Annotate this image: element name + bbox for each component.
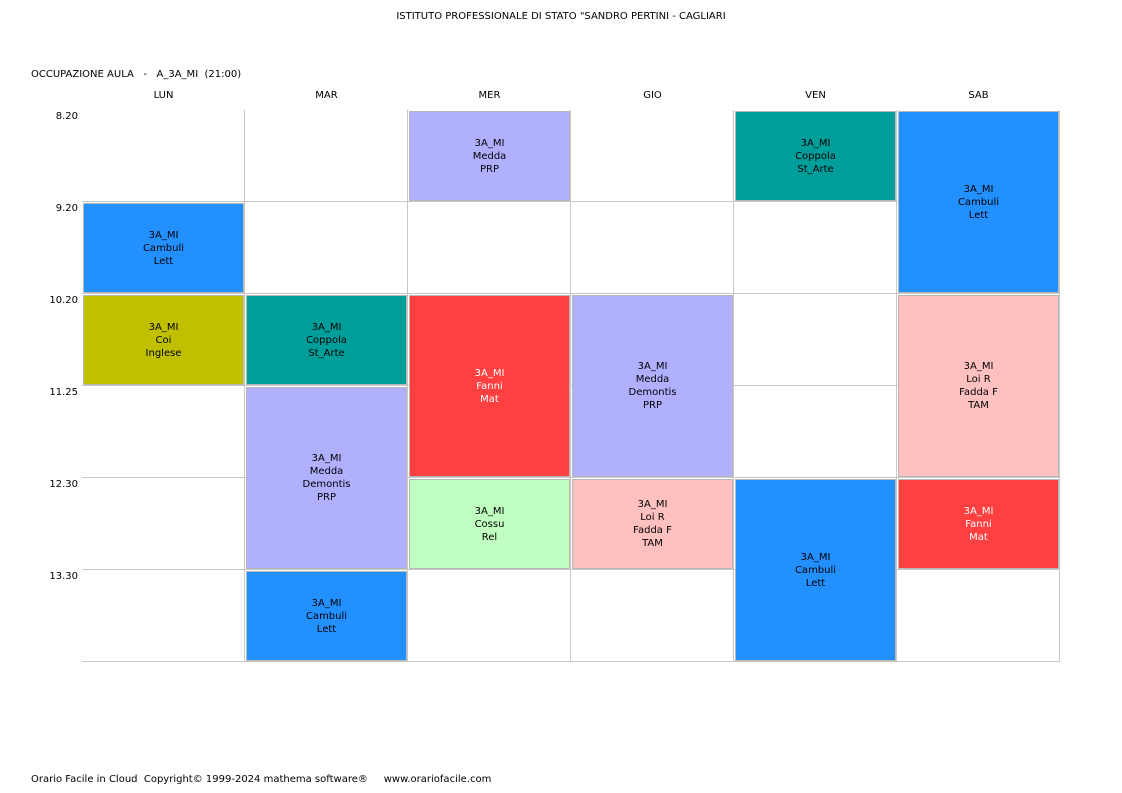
lesson-line: PRP (479, 163, 499, 175)
timetable-cell (734, 386, 897, 478)
lesson-line: PRP (316, 492, 336, 503)
time-label: 10.20 (49, 295, 78, 306)
lesson-line: Medda (472, 150, 507, 162)
day-header-sab: SAB (968, 90, 989, 101)
lesson-line: Coppola (306, 334, 347, 346)
lesson-block[interactable]: 3A_MI Coi Inglese (83, 295, 244, 385)
lesson-line: Medda (635, 374, 670, 385)
day-header-lun: LUN (153, 90, 174, 101)
lesson-line: Demontis (302, 479, 351, 490)
day-header-mar: MAR (315, 90, 338, 101)
page-title: ISTITUTO PROFESSIONALE DI STATO "SANDRO … (396, 11, 726, 22)
lesson-line: Lett (316, 623, 337, 635)
lesson-line: 3A_MI (474, 137, 505, 149)
lesson-line: TAM (642, 538, 663, 549)
timetable-cell (571, 570, 734, 662)
lesson-line: 3A_MI (311, 597, 342, 609)
lesson-line: 3A_MI (637, 499, 668, 510)
lesson-block[interactable]: 3A_MI Loi R Fadda F TAM (572, 479, 733, 569)
lesson-line: 3A_MI (311, 453, 342, 464)
timetable-cell (245, 110, 408, 202)
lesson-line: Cambuli (957, 196, 1000, 208)
lesson-line: Cambuli (305, 610, 348, 622)
timetable-cell (82, 386, 245, 478)
lesson-block[interactable]: 3A_MI Fanni Mat (409, 295, 570, 477)
time-label: 13.30 (49, 571, 78, 582)
day-header-ven: VEN (805, 90, 826, 101)
lesson-line: Coi (155, 334, 172, 346)
lesson-line: 3A_MI (474, 505, 505, 517)
lesson-line: 3A_MI (963, 183, 994, 195)
day-header-mer: MER (478, 90, 501, 101)
lesson-line: Lett (805, 577, 826, 589)
lesson-line: 3A_MI (800, 137, 831, 149)
lesson-block[interactable]: 3A_MI Medda Demontis PRP (246, 387, 407, 569)
timetable-cell (571, 110, 734, 202)
lesson-block[interactable]: 3A_MI Coppola St_Arte (735, 111, 896, 201)
lesson-line: St_Arte (797, 163, 834, 175)
lesson-line: PRP (642, 400, 662, 411)
lesson-line: 3A_MI (637, 361, 668, 372)
lesson-block[interactable]: 3A_MI Loi R Fadda F TAM (898, 295, 1059, 477)
lesson-block[interactable]: 3A_MI Cossu Rel (409, 479, 570, 569)
lesson-line: St_Arte (308, 347, 345, 359)
lesson-line: Mat (480, 393, 499, 405)
lesson-line: Demontis (628, 387, 677, 398)
lesson-line: Lett (968, 209, 989, 221)
lesson-line: Fadda F (633, 525, 672, 536)
lesson-block[interactable]: 3A_MI Medda PRP (409, 111, 570, 201)
day-header-gio: GIO (643, 90, 662, 101)
lesson-block[interactable]: 3A_MI Coppola St_Arte (246, 295, 407, 385)
lesson-line: Loi R (966, 374, 991, 385)
timetable-cell (82, 110, 245, 202)
time-label: 12.30 (49, 479, 78, 490)
lesson-line: Rel (481, 531, 498, 543)
lesson-block[interactable]: 3A_MI Cambuli Lett (246, 571, 407, 661)
lesson-line: Fanni (965, 518, 992, 530)
timetable-cell (408, 570, 571, 662)
timetable-cell (734, 294, 897, 386)
time-label: 8.20 (55, 111, 78, 122)
timetable-cell (245, 202, 408, 294)
lesson-line: TAM (968, 400, 989, 411)
lesson-line: Mat (969, 531, 988, 543)
lesson-line: Cossu (474, 518, 505, 530)
timetable-cell (897, 570, 1060, 662)
time-label: 11.25 (49, 387, 78, 398)
lesson-line: 3A_MI (963, 361, 994, 372)
timetable-cell (571, 202, 734, 294)
lesson-block[interactable]: 3A_MI Cambuli Lett (83, 203, 244, 293)
room-occupancy-subtitle: OCCUPAZIONE AULA - A_3A_MI (21:00) (31, 69, 242, 80)
time-label: 9.20 (55, 203, 78, 214)
lesson-line: 3A_MI (311, 321, 342, 333)
lesson-block[interactable]: 3A_MI Fanni Mat (898, 479, 1059, 569)
lesson-block[interactable]: 3A_MI Cambuli Lett (898, 111, 1059, 293)
lesson-line: Cambuli (794, 564, 837, 576)
lesson-line: Coppola (795, 150, 836, 162)
lesson-line: Lett (153, 255, 174, 267)
lesson-line: Inglese (145, 347, 182, 359)
lesson-line: Fanni (476, 380, 503, 392)
lesson-line: 3A_MI (148, 321, 179, 333)
lesson-line: Cambuli (142, 242, 185, 254)
timetable-cell (408, 202, 571, 294)
footer-copyright: Orario Facile in Cloud Copyright© 1999-2… (31, 774, 492, 785)
timetable-cell (734, 202, 897, 294)
timetable-cell (82, 478, 245, 570)
lesson-line: Fadda F (959, 387, 998, 398)
lesson-line: 3A_MI (148, 229, 179, 241)
lesson-block[interactable]: 3A_MI Medda Demontis PRP (572, 295, 733, 477)
lesson-line: 3A_MI (963, 505, 994, 517)
timetable-grid: 3A_MI Cambuli Lett 3A_MI Coi Inglese 3A_MI Copp… (82, 110, 1060, 662)
lesson-block[interactable]: 3A_MI Cambuli Lett (735, 479, 896, 661)
timetable-cell (82, 570, 245, 662)
lesson-line: Loi R (640, 512, 665, 523)
lesson-line: Medda (309, 466, 344, 477)
lesson-line: 3A_MI (800, 551, 831, 563)
lesson-line: 3A_MI (474, 367, 505, 379)
